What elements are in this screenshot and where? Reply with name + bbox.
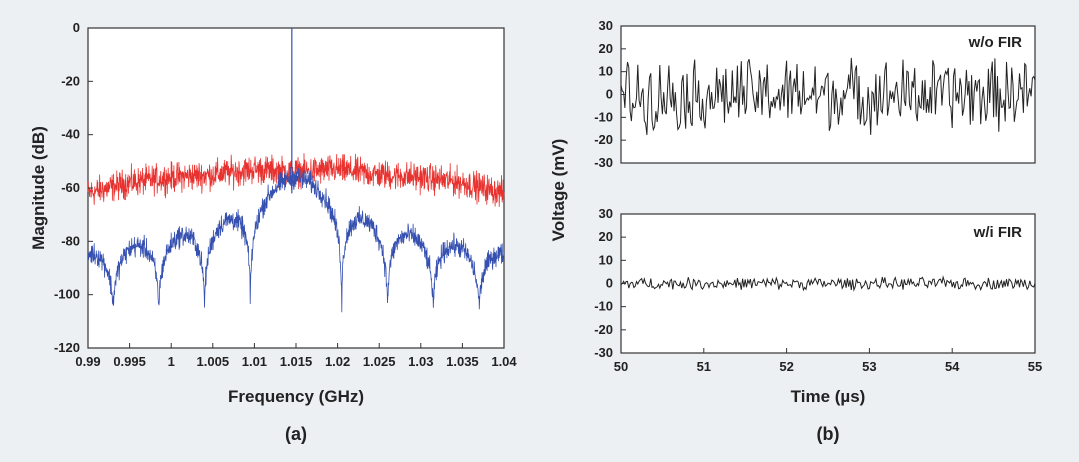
x-tick-label: 52 xyxy=(779,359,793,374)
x-tick-label: 50 xyxy=(614,359,628,374)
annotation-with-fir: w/i FIR xyxy=(973,224,1023,241)
y-tick-label: 20 xyxy=(599,41,613,56)
x-tick-label: 1.025 xyxy=(363,354,396,369)
x-tick-label: 53 xyxy=(862,359,876,374)
voltage-trace xyxy=(620,275,1036,292)
voltage-trace xyxy=(620,57,1036,135)
x-tick-label: 51 xyxy=(697,359,711,374)
y-tick-label: 30 xyxy=(599,18,613,33)
y-tick-label: 0 xyxy=(606,87,613,102)
x-tick-label: 1.005 xyxy=(197,354,230,369)
x-tick-label: 0.99 xyxy=(75,354,100,369)
x-tick-label: 0.995 xyxy=(113,354,146,369)
y-tick-label: 20 xyxy=(599,229,613,244)
series-blue-line xyxy=(87,166,505,313)
plot-a-frame xyxy=(87,27,505,349)
y-tick-label: -120 xyxy=(54,340,80,355)
y-tick-label: -20 xyxy=(61,73,80,88)
y-tick-label: 10 xyxy=(599,252,613,267)
y-tick-label: -20 xyxy=(594,132,613,147)
x-tick-label: 55 xyxy=(1028,359,1042,374)
series-red-line xyxy=(87,153,505,207)
x-tick-label: 1 xyxy=(168,354,175,369)
plot-a-xlabel: Frequency (GHz) xyxy=(228,387,364,406)
plot-a-ylabel: Magnitude (dB) xyxy=(29,126,48,250)
y-tick-label: 30 xyxy=(599,206,613,221)
plot-a-ticks: 0.99 0.995 1 1.005 1.01 1.015 1.02 1.025 1.03 1.0… xyxy=(54,20,517,369)
x-tick-label: 1.04 xyxy=(491,354,517,369)
y-tick-label: -80 xyxy=(61,233,80,248)
x-tick-label: 1.015 xyxy=(280,354,313,369)
y-tick-label: -30 xyxy=(594,155,613,170)
y-tick-label: -10 xyxy=(594,109,613,124)
annotation-without-fir: w/o FIR xyxy=(968,34,1022,51)
y-tick-label: -30 xyxy=(594,345,613,360)
series-blue xyxy=(87,28,505,313)
y-tick-label: -100 xyxy=(54,287,80,302)
y-tick-label: -10 xyxy=(594,299,613,314)
x-tick-label: 54 xyxy=(945,359,960,374)
series-red xyxy=(87,153,505,207)
y-tick-label: -60 xyxy=(61,180,80,195)
y-tick-label: 0 xyxy=(73,20,80,35)
panel-a: 0.99 0.995 1 1.005 1.01 1.015 1.02 1.025 1.03 1.0… xyxy=(29,20,517,444)
panel-label-b: (b) xyxy=(817,424,840,444)
y-tick-label: 0 xyxy=(606,276,613,291)
y-tick-label: -20 xyxy=(594,322,613,337)
x-tick-label: 1.01 xyxy=(242,354,267,369)
panel-label-a: (a) xyxy=(285,424,307,444)
y-tick-label: -40 xyxy=(61,127,80,142)
x-tick-label: 1.03 xyxy=(408,354,433,369)
x-tick-label: 1.02 xyxy=(325,354,350,369)
y-tick-label: 10 xyxy=(599,64,613,79)
series-with-fir xyxy=(620,275,1036,292)
x-tick-label: 1.035 xyxy=(446,354,479,369)
plot-b-ylabel: Voltage (mV) xyxy=(549,139,568,242)
plot-b-xlabel: Time (µs) xyxy=(791,387,866,406)
series-without-fir xyxy=(620,57,1036,135)
